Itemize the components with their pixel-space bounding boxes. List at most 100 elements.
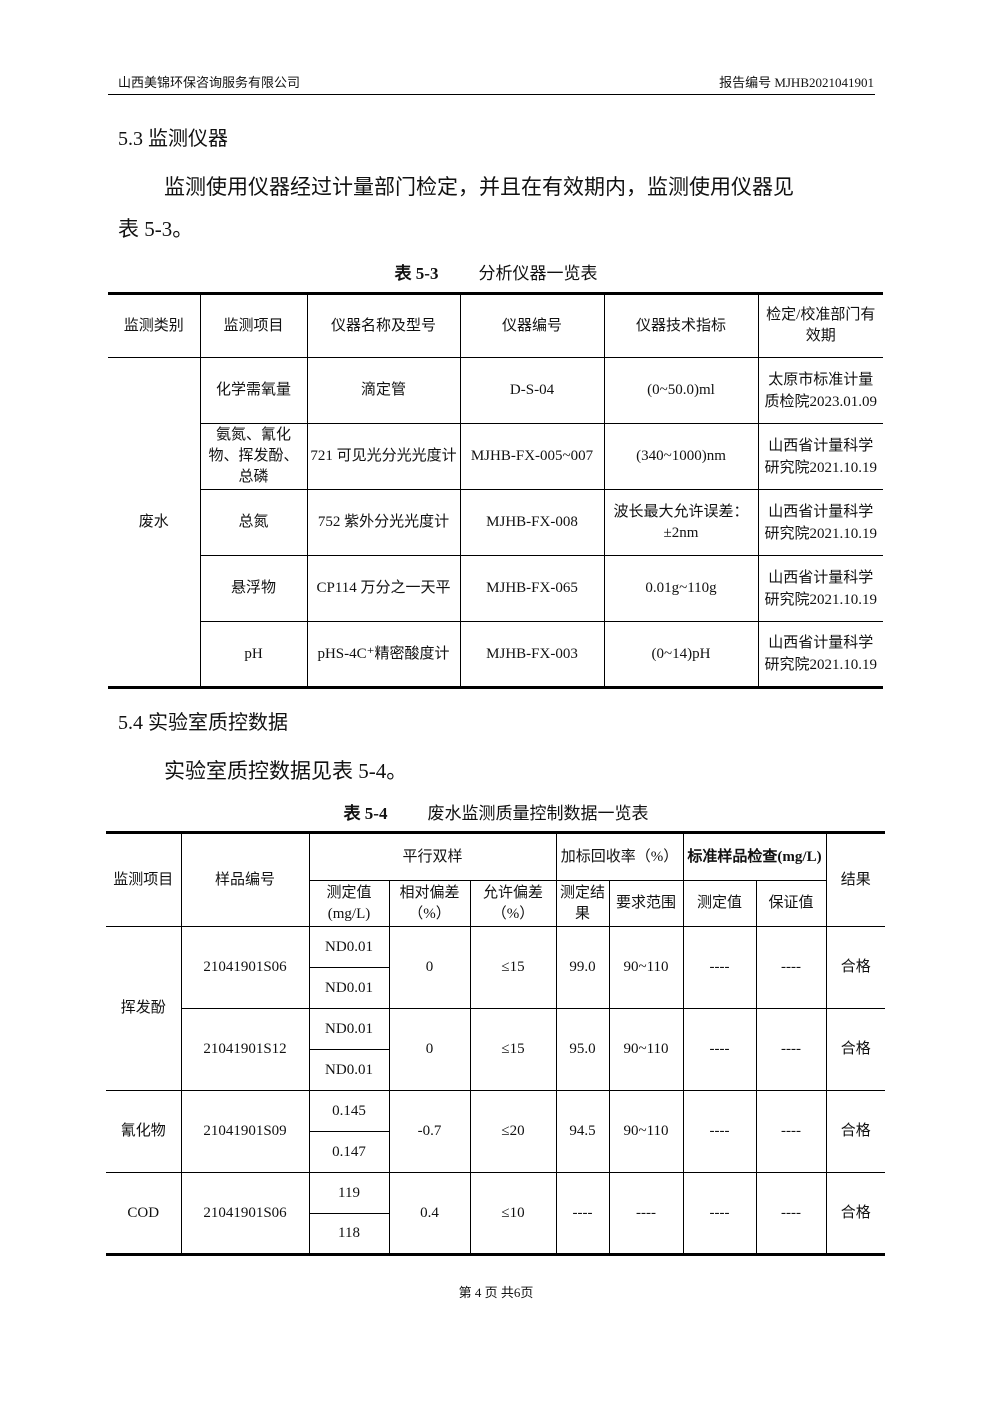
- table-row: 总氮 752 紫外分光光度计 MJHB-FX-008 波长最大允许误差：±2nm 山西省…: [108, 489, 883, 556]
- header-cell: 监测类别: [108, 293, 201, 358]
- table-row: 118: [106, 1213, 885, 1255]
- company-name: 山西美锦环保咨询服务有限公司: [118, 75, 301, 90]
- table-cell: (0~50.0)ml: [603, 357, 759, 424]
- header-cell: 相对偏差（%）: [388, 880, 471, 927]
- table-row: 0.147: [106, 1131, 885, 1173]
- table-cell: CP114 万分之一天平: [306, 555, 461, 622]
- table-subheader-row: 测定值(mg/L) 相对偏差（%） 允许偏差（%） 测定结果 要求范围 测定值 …: [106, 880, 885, 927]
- table-cell: 118: [309, 1213, 389, 1255]
- table-cell: 合格: [825, 1172, 886, 1255]
- table-cell: ----: [682, 926, 757, 1009]
- table-cell: ----: [755, 1090, 827, 1173]
- caption-text: 分析仪器一览表: [478, 264, 598, 283]
- table-cell: 滴定管: [306, 357, 461, 424]
- table-cell: 挥发酚: [106, 926, 182, 1091]
- table-row: ND0.01: [106, 1049, 885, 1091]
- table-row: 废水 化学需氧量 滴定管 D-S-04 (0~50.0)ml 太原市标准计量质检院2023…: [108, 357, 883, 688]
- table-cell: ND0.01: [308, 1008, 390, 1050]
- table-cell: 合格: [825, 1090, 886, 1173]
- table-cell: 山西省计量科学研究院2021.10.19: [757, 423, 883, 490]
- header-cell: 保证值: [755, 880, 827, 927]
- table-cell: 0.147: [309, 1131, 389, 1173]
- table-cell: 99.0: [555, 926, 610, 1009]
- header-cell: 仪器编号: [459, 293, 605, 358]
- instrument-table: 监测类别 监测项目 仪器名称及型号 仪器编号 仪器技术指标 检定/校准部门有效期 废水 化学…: [108, 292, 883, 689]
- table-cell: 90~110: [608, 1090, 684, 1173]
- table-cell: 90~110: [608, 1008, 684, 1091]
- table-cell: ----: [608, 1172, 684, 1255]
- table-cell: 119: [308, 1172, 390, 1214]
- table-cell: ≤15: [469, 926, 557, 1009]
- header-cell: 允许偏差（%）: [469, 880, 557, 927]
- header-cell: 加标回收率（%）: [555, 832, 684, 881]
- table-row: 挥发酚 21041901S06 ND0.01 0 ≤15 99.0 90~110 ---- --…: [106, 926, 886, 1091]
- caption-number: 表 5-4: [343, 804, 388, 823]
- header-cell: 监测项目: [106, 832, 182, 927]
- table-cell: ----: [682, 1090, 757, 1173]
- table-cell: ----: [555, 1172, 610, 1255]
- section-5-3-title: 5.3 监测仪器: [118, 128, 228, 150]
- header-cell: 测定值(mg/L): [309, 880, 390, 927]
- table-cell: MJHB-FX-065: [459, 555, 605, 622]
- header-rule: [108, 94, 875, 95]
- table-cell: 山西省计量科学研究院2021.10.19: [757, 555, 883, 622]
- table-cell: 21041901S09: [180, 1090, 310, 1173]
- table-row: 氨氮、氰化物、挥发酚、总磷 721 可见光分光光度计 MJHB-FX-005~007…: [108, 423, 883, 490]
- header-cell: 监测项目: [199, 293, 308, 358]
- table-cell: 21041901S06: [180, 1172, 310, 1255]
- table-cell: 95.0: [555, 1008, 610, 1091]
- page-footer: 第 4 页 共6页: [458, 1285, 534, 1300]
- table-cell: 21041901S12: [181, 1008, 310, 1091]
- table-cell: 氰化物: [106, 1090, 182, 1173]
- table-cell: 0: [388, 1008, 471, 1091]
- table-cell: ≤20: [469, 1090, 557, 1173]
- table-cell: 0.4: [388, 1172, 471, 1255]
- table-cell: ND0.01: [308, 926, 390, 968]
- header-cell: 仪器名称及型号: [306, 293, 461, 358]
- section-5-3-para: 监测使用仪器经过计量部门检定，并且在有效期内，监测使用仪器见表 5-3。: [118, 166, 878, 250]
- header-cell: 测定值: [682, 880, 757, 927]
- table-cell: ----: [755, 1008, 827, 1091]
- table-cell: pHS-4C⁺精密酸度计: [306, 621, 461, 688]
- table-cell: (340~1000)nm: [603, 423, 759, 490]
- table-cell: ----: [755, 1172, 827, 1255]
- table-cell: 山西省计量科学研究院2021.10.19: [757, 489, 883, 556]
- section-5-4-title: 5.4 实验室质控数据: [118, 712, 288, 734]
- table-cell: ND0.01: [309, 967, 389, 1009]
- header-cell: 检定/校准部门有效期: [757, 293, 883, 358]
- caption-text: 废水监测质量控制数据一览表: [427, 804, 649, 823]
- table-row: ND0.01: [106, 967, 885, 1009]
- table-cell: 合格: [825, 926, 886, 1009]
- table-cell: COD: [106, 1172, 182, 1255]
- table-cell: (0~14)pH: [603, 621, 759, 688]
- table-cell: ND0.01: [309, 1049, 389, 1091]
- section-5-4-para: 实验室质控数据见表 5-4。: [164, 759, 408, 783]
- table-header-row: 监测类别 监测项目 仪器名称及型号 仪器编号 仪器技术指标 检定/校准部门有效期: [108, 293, 883, 358]
- table-cell: 94.5: [555, 1090, 610, 1173]
- table-cell: 氨氮、氰化物、挥发酚、总磷: [200, 423, 308, 490]
- table-cell: MJHB-FX-005~007: [459, 423, 605, 490]
- table-cell: ≤10: [469, 1172, 557, 1255]
- report-number: 报告编号 MJHB2021041901: [719, 75, 874, 90]
- header-cell: 仪器技术指标: [603, 293, 759, 358]
- table-cell: 合格: [825, 1008, 886, 1091]
- table-cell: 山西省计量科学研究院2021.10.19: [757, 621, 883, 688]
- table-row: pH pHS-4C⁺精密酸度计 MJHB-FX-003 (0~14)pH 山西省计量科学…: [108, 621, 883, 688]
- table-cell: 总氮: [200, 489, 308, 556]
- table-cell: 0: [388, 926, 471, 1009]
- table-cell: D-S-04: [459, 357, 605, 424]
- header-cell: 样品编号: [180, 832, 310, 927]
- table-header-row: 监测项目 样品编号 平行双样 加标回收率（%） 标准样品检查(mg/L) 结果: [106, 832, 886, 927]
- table-cell: MJHB-FX-008: [459, 489, 605, 556]
- table-cell: MJHB-FX-003: [459, 621, 605, 688]
- table-cell: ----: [755, 926, 827, 1009]
- table-cell: 波长最大允许误差：±2nm: [603, 489, 759, 556]
- header-cell: 测定结果: [555, 880, 610, 927]
- table-row: 悬浮物 CP114 万分之一天平 MJHB-FX-065 0.01g~110g 山西省计…: [108, 555, 883, 622]
- table-cell: ----: [682, 1008, 757, 1091]
- header-cell: 结果: [825, 832, 886, 927]
- table-cell: -0.7: [388, 1090, 471, 1173]
- header-cell: 平行双样: [308, 832, 557, 881]
- table-cell: 悬浮物: [200, 555, 308, 622]
